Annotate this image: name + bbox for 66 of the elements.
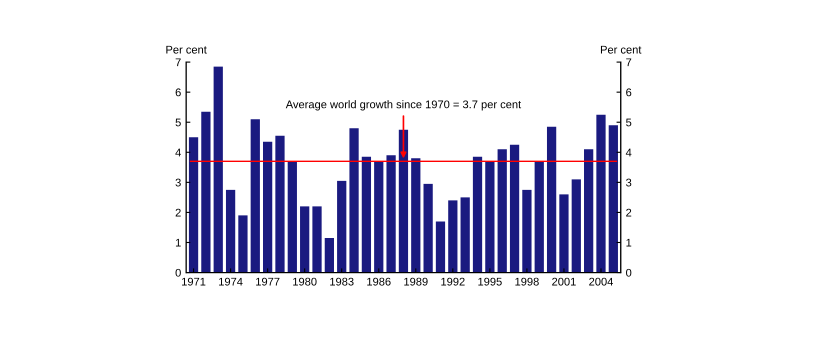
y-tick-label: 1: [176, 238, 181, 247]
bar: [436, 221, 446, 273]
bar: [263, 142, 272, 273]
bar: [472, 156, 482, 273]
x-tick-label: 1998: [515, 278, 539, 286]
x-tick-label: 1995: [478, 278, 502, 286]
bar: [546, 126, 556, 273]
x-tick-label: 1977: [256, 278, 280, 286]
bar: [374, 161, 384, 273]
bar: [485, 161, 494, 273]
bar: [362, 156, 372, 273]
x-tick-label: 1983: [330, 278, 354, 286]
bar: [300, 206, 310, 273]
x-tick-label: 1971: [182, 278, 206, 286]
y2-tick-label: 6: [626, 88, 632, 96]
bar: [324, 238, 334, 273]
y-tick-label: 2: [176, 208, 181, 216]
y-tick-label: 3: [176, 178, 181, 186]
x-tick-label: 1989: [404, 278, 428, 286]
y2-tick-label: 3: [626, 178, 632, 186]
bar: [386, 155, 396, 273]
y-tick-label: 0: [176, 268, 181, 277]
bar: [188, 137, 198, 273]
y2-tick-label: 5: [626, 118, 632, 126]
bar: [572, 179, 581, 273]
bar: [559, 194, 569, 273]
y2-tick-label: 2: [626, 208, 632, 216]
x-tick-label: 1974: [219, 278, 243, 286]
bar: [460, 197, 470, 273]
x-tick-label: 1980: [293, 278, 317, 286]
bar: [349, 128, 359, 273]
x-tick-label: 2001: [552, 278, 576, 286]
bar: [214, 66, 223, 273]
bar: [201, 112, 211, 273]
y-tick-label: 6: [176, 88, 181, 96]
y-axis-title: Per cent: [166, 46, 207, 54]
bar: [312, 206, 322, 273]
bar: [534, 161, 544, 273]
bar: [510, 144, 520, 273]
bar: [448, 200, 458, 273]
bar: [608, 125, 618, 273]
bar: [398, 130, 408, 273]
bar: [275, 136, 285, 273]
bar: [522, 190, 532, 273]
bar: [250, 119, 260, 273]
x-tick-label: 1986: [367, 278, 391, 286]
bar: [288, 161, 297, 273]
bar: [596, 114, 606, 273]
y2-tick-label: 0: [626, 268, 632, 277]
y-tick-label: 5: [176, 118, 181, 126]
bar: [238, 215, 248, 273]
bar: [584, 149, 594, 273]
x-tick-label: 2004: [589, 278, 614, 286]
y2-tick-label: 4: [626, 148, 632, 156]
y-tick-label: 4: [175, 148, 181, 156]
y2-tick-label: 1: [626, 238, 632, 247]
y-tick-label: 7: [176, 58, 181, 66]
bar: [226, 190, 236, 273]
y2-axis-title: Per cent: [600, 46, 642, 54]
bar: [411, 158, 420, 273]
bar: [337, 180, 346, 273]
ref-line-label: Average world growth since 1970 = 3.7 per cent: [286, 100, 522, 111]
bar: [424, 184, 433, 273]
y2-tick-label: 7: [626, 58, 632, 66]
x-tick-label: 1992: [441, 278, 465, 286]
bar: [498, 149, 507, 273]
